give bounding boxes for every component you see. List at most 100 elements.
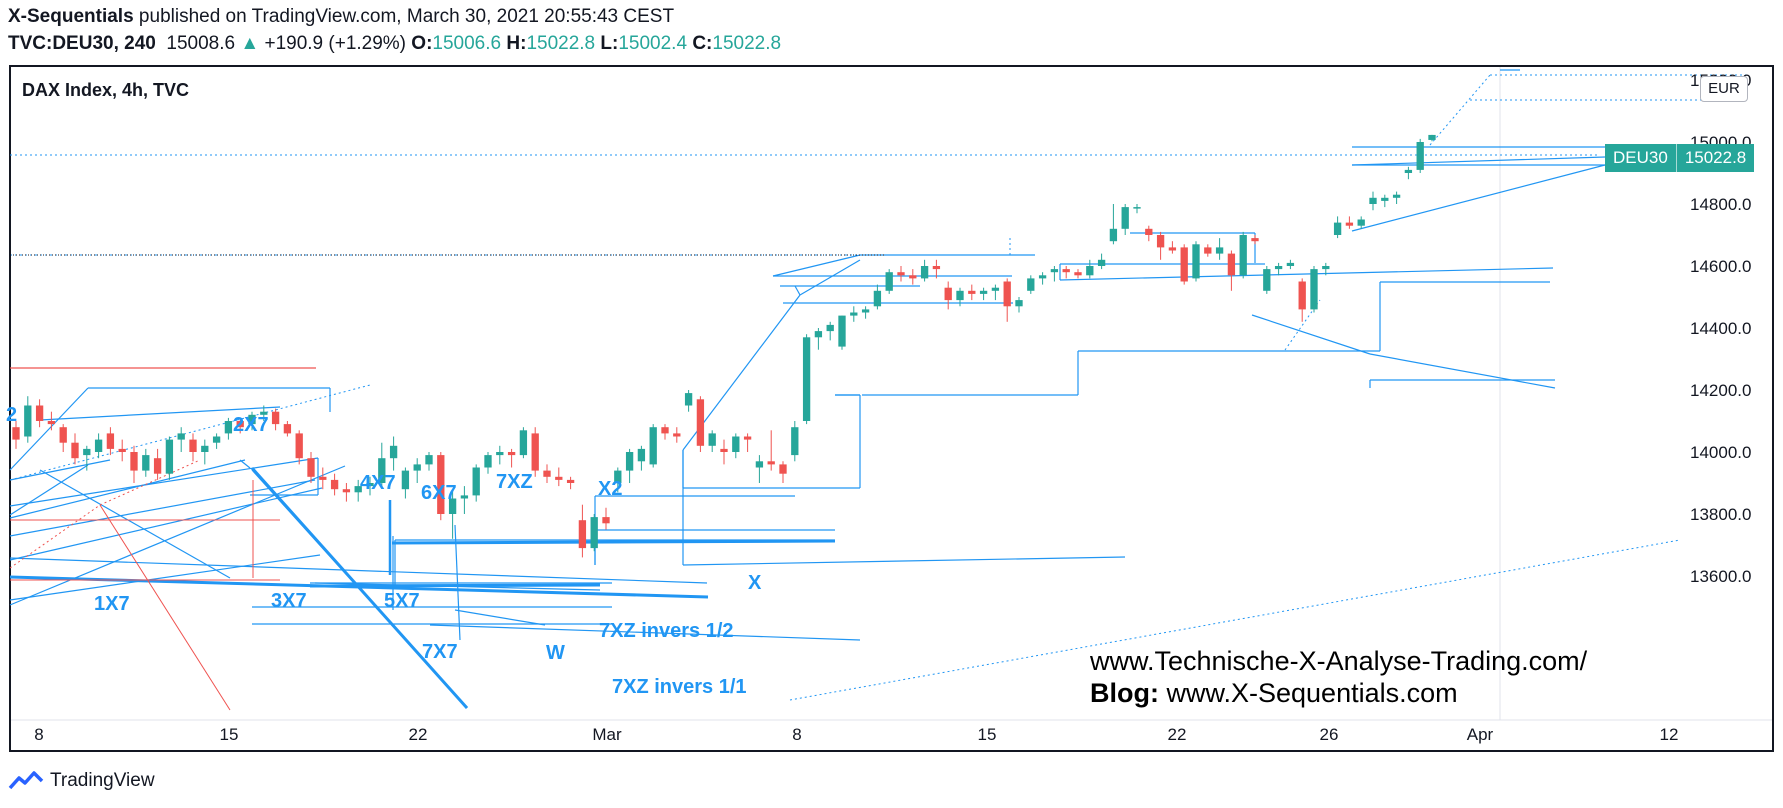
candle-body (637, 448, 646, 462)
chart-frame[interactable] (9, 65, 1774, 752)
candle-body (1027, 278, 1035, 291)
candle-body (1333, 222, 1342, 235)
candle-body (920, 266, 929, 279)
annotation-line (9, 554, 321, 601)
candle-body (873, 290, 882, 307)
candle-body (236, 421, 244, 428)
annotation-line (682, 556, 1126, 566)
annotation-line (9, 459, 111, 481)
annotation-line (239, 459, 251, 469)
candle-body (1215, 247, 1224, 254)
chart-title: DAX Index, 4h, TVC (22, 80, 190, 100)
pattern-label: 5X7 (384, 590, 420, 612)
time-tick-label: 22 (1168, 725, 1187, 744)
time-tick-label: 26 (1320, 725, 1339, 744)
candle-body (1204, 247, 1212, 254)
candle-body (1180, 247, 1188, 282)
candle-body (838, 315, 846, 347)
candle-body (319, 476, 327, 480)
footer-brand[interactable]: TradingView (8, 770, 155, 792)
candle-body (212, 436, 221, 443)
candle-body (1404, 169, 1413, 173)
currency-button[interactable]: EUR (1700, 76, 1748, 102)
candle-body (1097, 259, 1106, 266)
annotation-line (429, 624, 861, 641)
candle-body (106, 433, 115, 449)
author-name: X-Sequentials (8, 6, 134, 27)
candle-body (1239, 235, 1247, 276)
annotation-dotted-line (1429, 74, 1491, 146)
candle-body (1168, 247, 1177, 251)
watermark-website: www.Technische-X-Analyse-Trading.com/ (1089, 646, 1588, 676)
red-dotted-line (99, 459, 201, 506)
candle-body (802, 337, 811, 421)
watermark-blog: Blog: www.X-Sequentials.com (1090, 678, 1458, 708)
pattern-label: 7XZ invers 1/1 (612, 676, 747, 698)
candle-body (130, 452, 138, 471)
time-tick-label: 22 (409, 725, 428, 744)
pattern-label: 7X7 (422, 641, 458, 663)
candle-body (602, 517, 610, 524)
annotation-thick-line (309, 583, 601, 588)
candle-body (142, 455, 150, 471)
candle-body (1416, 142, 1424, 170)
pattern-label: X2 (598, 478, 622, 500)
annotation-line (39, 406, 281, 421)
candle-body (201, 445, 209, 452)
candle-body (1086, 266, 1094, 276)
candle-body (460, 495, 469, 499)
candle-body (673, 433, 681, 437)
candle-body (779, 464, 787, 474)
candle-body (1015, 300, 1023, 307)
candle-body (484, 455, 492, 468)
price-tick-label: 14000.0 (1690, 443, 1751, 462)
annotation-line (794, 285, 801, 296)
candle-body (531, 433, 539, 471)
candle-body (496, 452, 504, 456)
candle-body (1192, 244, 1200, 279)
annotation-dotted-line (9, 384, 371, 481)
candle-body (1298, 281, 1306, 310)
candle-body (153, 458, 162, 474)
pattern-label: X (748, 572, 762, 594)
candle-body (47, 421, 56, 425)
pattern-label: 4X7 (360, 472, 396, 494)
pattern-label: 2X7 (233, 414, 269, 436)
price-tick-label: 13600.0 (1690, 567, 1751, 586)
candle-body (566, 479, 575, 483)
candle-body (71, 442, 79, 459)
candle-body (614, 470, 622, 483)
price-tick-label: 14600.0 (1690, 257, 1751, 276)
candle-body (1062, 269, 1070, 273)
candle-body (1003, 281, 1011, 307)
annotation-line (9, 487, 323, 561)
candle-body (1274, 266, 1283, 270)
candle-body (507, 452, 516, 456)
candle-body (437, 455, 445, 514)
candle-body (861, 309, 870, 313)
last-price-tag: DEU30 15022.8 (1605, 144, 1755, 172)
pattern-label: 7XZ (496, 471, 533, 493)
close-label: C: (692, 33, 713, 54)
candle-body (1074, 272, 1082, 276)
pattern-label: 7XZ invers 1/2 (599, 620, 734, 642)
candle-body (991, 287, 1000, 291)
candle-body (897, 272, 905, 276)
candle-body (12, 427, 20, 440)
candle-body (684, 393, 693, 406)
annotation-thick-diagonal (250, 466, 469, 710)
price-tick-label: 14200.0 (1690, 381, 1751, 400)
candle-body (283, 424, 292, 434)
candle-body (909, 275, 917, 279)
candle-body (755, 461, 764, 468)
candle-body (177, 433, 185, 440)
candle-body (1251, 238, 1259, 242)
publish-info: X-Sequentials published on TradingView.c… (8, 6, 674, 28)
low-label: L: (600, 33, 619, 54)
candle-body (543, 470, 551, 477)
candle-body (791, 427, 799, 456)
candle-body (389, 445, 398, 459)
price-tag-value: 15022.8 (1684, 148, 1747, 167)
candle-body (83, 448, 91, 456)
